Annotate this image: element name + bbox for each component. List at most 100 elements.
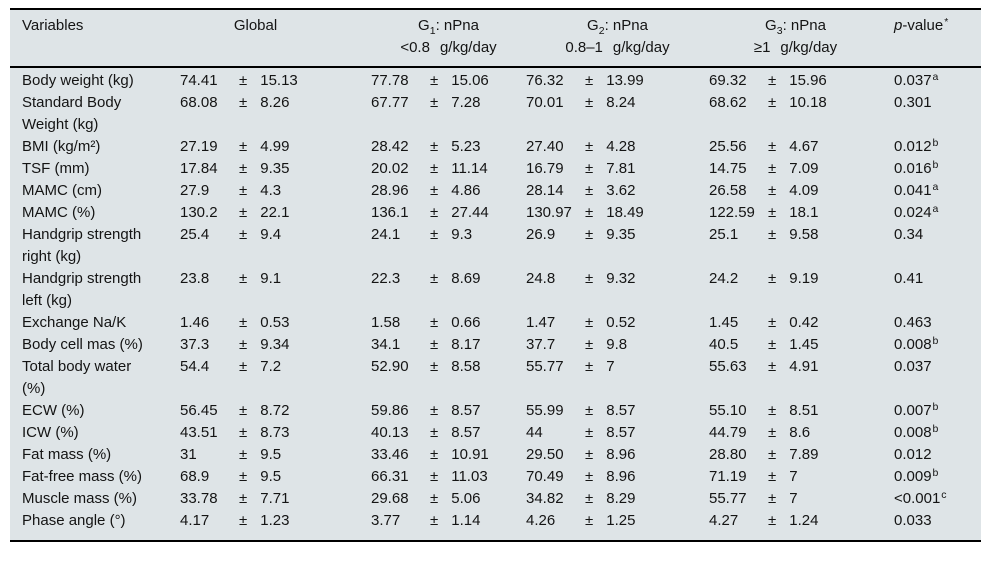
- stat-cell: 1.58 ±0.66: [371, 312, 526, 334]
- plus-minus-sign: ±: [239, 336, 248, 353]
- mean-value: 55.99: [526, 402, 564, 419]
- header-p-value: p-value*: [882, 15, 981, 37]
- mean-value: 26.58: [709, 182, 747, 199]
- mean-value: 24.8: [526, 270, 556, 287]
- stat-cell: 122.59 ±18.1: [709, 202, 882, 224]
- mean-value: 24.2: [709, 270, 739, 287]
- p-value-cell: 0.34: [882, 224, 981, 246]
- mean-value: 22.3: [371, 270, 401, 287]
- plus-minus-sign: ±: [239, 270, 248, 287]
- plus-minus-sign: ±: [768, 490, 777, 507]
- stat-cell: 136.1 ±27.44: [371, 202, 526, 224]
- stat-cell: 70.49 ±8.96: [526, 466, 709, 488]
- plus-minus-sign: ±: [768, 468, 777, 485]
- mean-value: 37.3: [180, 336, 210, 353]
- stat-cell: 29.68 ±5.06: [371, 488, 526, 510]
- plus-minus-sign: ±: [768, 270, 777, 287]
- plus-minus-sign: ±: [239, 160, 248, 177]
- sd-value: 8.96: [606, 446, 636, 463]
- sd-value: 8.17: [451, 336, 481, 353]
- stat-cell: 25.4 ±9.4: [180, 224, 371, 246]
- table-row: Fat mass (%) 31 ±9.5 33.46 ±10.91 29.50 ±8.96 2…: [10, 444, 981, 466]
- mean-value: 4.17: [180, 512, 210, 529]
- sd-value: 0.42: [789, 314, 819, 331]
- table-row: MAMC (%) 130.2 ±22.1 136.1 ±27.44 130.97 ±18.4…: [10, 202, 981, 224]
- mean-value: 44.79: [709, 424, 747, 441]
- group-suffix: : nPna: [435, 17, 479, 34]
- stat-cell: 76.32 ±13.99: [526, 70, 709, 92]
- stat-cell: 33.78 ±7.71: [180, 488, 371, 510]
- group-label: G2: nPna: [526, 15, 709, 37]
- stat-cell: 4.17 ±1.23: [180, 510, 371, 532]
- p-value: 0.41: [894, 270, 924, 287]
- sd-value: 0.53: [260, 314, 290, 331]
- plus-minus-sign: ±: [768, 72, 777, 89]
- sd-value: 7.71: [260, 490, 290, 507]
- table-row: Phase angle (°) 4.17 ±1.23 3.77 ±1.14 4.26 ±1.…: [10, 510, 981, 532]
- mean-value: 68.9: [180, 468, 210, 485]
- header-group-g2: G2: nPna 0.8–1 g/kg/day: [526, 15, 709, 59]
- mean-value: 1.46: [180, 314, 210, 331]
- plus-minus-sign: ±: [239, 402, 248, 419]
- sd-value: 9.1: [260, 270, 282, 287]
- plus-minus-sign: ±: [239, 446, 248, 463]
- mean-value: 26.9: [526, 226, 556, 243]
- plus-minus-sign: ±: [430, 72, 439, 89]
- p-value-cell: 0.041a: [882, 180, 981, 202]
- sd-value: 4.67: [789, 138, 819, 155]
- plus-minus-sign: ±: [768, 204, 777, 221]
- stat-cell: 74.41 ±15.13: [180, 70, 371, 92]
- plus-minus-sign: ±: [430, 138, 439, 155]
- stat-cell: 44.79 ±8.6: [709, 422, 882, 444]
- mean-value: 55.77: [709, 490, 747, 507]
- variable-cell: Exchange Na/K: [22, 314, 127, 331]
- sd-value: 7.89: [789, 446, 819, 463]
- stat-cell: 27.40 ±4.28: [526, 136, 709, 158]
- stat-cell: 54.4 ±7.2: [180, 356, 371, 378]
- table-row: MAMC (cm) 27.9 ±4.3 28.96 ±4.86 28.14 ±3.62 26.…: [10, 180, 981, 202]
- stat-cell: 26.9 ±9.35: [526, 224, 709, 246]
- stat-cell: 23.8 ±9.1: [180, 268, 371, 290]
- mean-value: 28.96: [371, 182, 409, 199]
- sd-value: 8.24: [606, 94, 636, 111]
- stat-cell: 67.77 ±7.28: [371, 92, 526, 114]
- plus-minus-sign: ±: [430, 402, 439, 419]
- sd-value: 5.23: [451, 138, 481, 155]
- p-value-cell: 0.033: [882, 510, 981, 532]
- stat-cell: 28.96 ±4.86: [371, 180, 526, 202]
- stat-cell: 28.42 ±5.23: [371, 136, 526, 158]
- plus-minus-sign: ±: [768, 226, 777, 243]
- plus-minus-sign: ±: [239, 512, 248, 529]
- p-value-cell: 0.008b: [882, 422, 981, 444]
- stat-cell: 16.79 ±7.81: [526, 158, 709, 180]
- stat-cell: 68.08 ±8.26: [180, 92, 371, 114]
- stat-cell: 52.90 ±8.58: [371, 356, 526, 378]
- plus-minus-sign: ±: [585, 512, 594, 529]
- sd-value: 1.23: [260, 512, 290, 529]
- mean-value: 130.97: [526, 204, 572, 221]
- table-row: BMI (kg/m²) 27.19 ±4.99 28.42 ±5.23 27.40 ±4.2…: [10, 136, 981, 158]
- sd-value: 5.06: [451, 490, 481, 507]
- stat-cell: 43.51 ±8.73: [180, 422, 371, 444]
- mean-value: 4.27: [709, 512, 739, 529]
- mean-value: 55.77: [526, 358, 564, 375]
- p-value: 0.041: [894, 182, 932, 199]
- sd-value: 7.2: [260, 358, 282, 375]
- stat-cell: 28.14 ±3.62: [526, 180, 709, 202]
- plus-minus-sign: ±: [585, 402, 594, 419]
- mean-value: 1.58: [371, 314, 401, 331]
- plus-minus-sign: ±: [430, 490, 439, 507]
- mean-value: 4.26: [526, 512, 556, 529]
- variable-cell: Body cell mas (%): [22, 336, 143, 353]
- mean-value: 23.8: [180, 270, 210, 287]
- header-variables: Variables: [10, 15, 180, 37]
- plus-minus-sign: ±: [430, 94, 439, 111]
- table-row: ICW (%) 43.51 ±8.73 40.13 ±8.57 44 ±8.57 44.79 ±…: [10, 422, 981, 444]
- plus-minus-sign: ±: [768, 336, 777, 353]
- mean-value: 59.86: [371, 402, 409, 419]
- sd-value: 4.09: [789, 182, 819, 199]
- plus-minus-sign: ±: [430, 336, 439, 353]
- plus-minus-sign: ±: [585, 204, 594, 221]
- sd-value: 10.18: [789, 94, 827, 111]
- p-value: 0.009: [894, 468, 932, 485]
